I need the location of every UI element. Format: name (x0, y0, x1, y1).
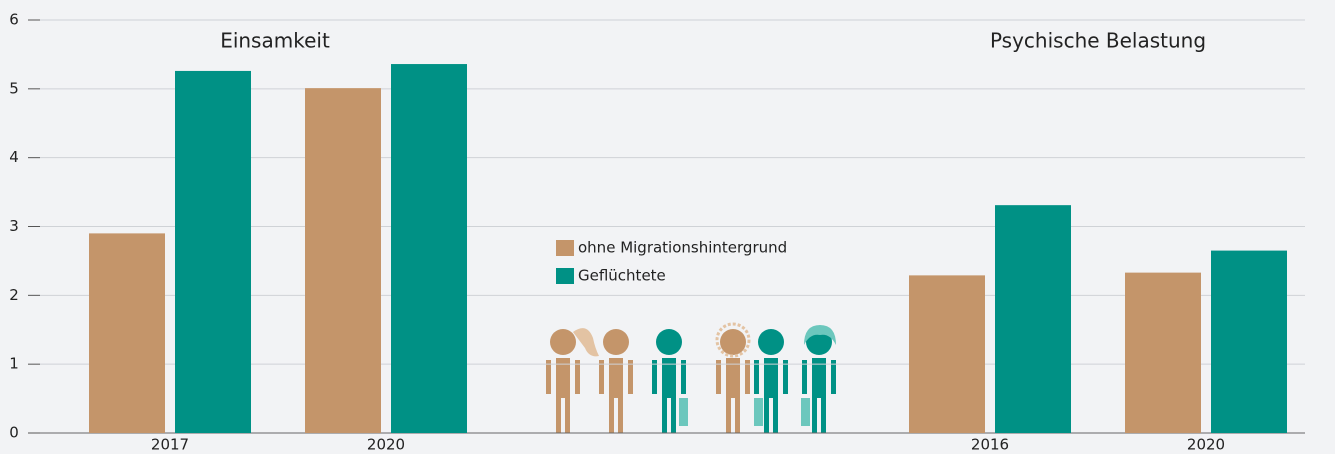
people-illustration (546, 322, 836, 433)
legend-label: Geflüchtete (578, 267, 666, 285)
x-tick-label: 2016 (971, 436, 1009, 454)
legend-label: ohne Migrationshintergrund (578, 239, 787, 257)
bar (391, 64, 467, 433)
bar (909, 275, 985, 433)
bar (89, 233, 165, 433)
bar (1211, 250, 1287, 433)
legend-swatch (556, 240, 574, 256)
legend-swatch (556, 268, 574, 284)
y-tick-label: 1 (9, 355, 19, 373)
x-tick-label: 2020 (1187, 436, 1225, 454)
y-tick-label: 0 (9, 424, 19, 442)
bar (175, 70, 251, 433)
y-tick-label: 5 (9, 79, 19, 97)
y-tick-label: 6 (9, 11, 19, 29)
y-tick-label: 4 (9, 148, 19, 166)
y-tick-label: 3 (9, 217, 19, 235)
panel-title: Psychische Belastung (990, 29, 1206, 53)
bar (1125, 272, 1201, 433)
x-tick-label: 2020 (367, 436, 405, 454)
panel-title: Einsamkeit (220, 29, 330, 53)
bar (305, 88, 381, 434)
y-tick-label: 2 (9, 286, 19, 304)
bar (995, 205, 1071, 433)
x-tick-label: 2017 (151, 436, 189, 454)
